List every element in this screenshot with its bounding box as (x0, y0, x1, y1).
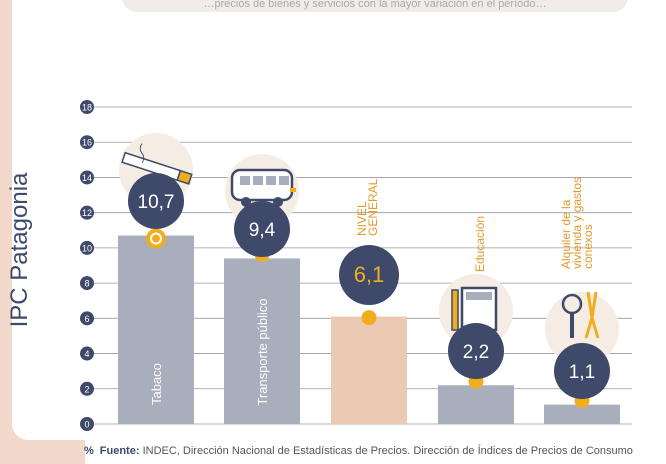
y-tick-marker (80, 276, 94, 291)
y-tick-marker (80, 381, 94, 396)
y-tick-label: 6 (84, 314, 89, 324)
cigarette-filter (176, 169, 193, 185)
y-tick-marker (80, 346, 94, 361)
top-note-text: …precios de bienes y servicios con la ma… (203, 0, 547, 10)
value-badge (554, 343, 610, 399)
bar (438, 385, 514, 424)
category-label: Alquiler de la (559, 199, 573, 269)
bar-dot (361, 310, 377, 326)
source-label: Fuente: (99, 445, 140, 457)
y-axis-ticks: 0 2 4 6 8 10 12 14 16 18 (80, 100, 94, 431)
y-tick-label: 16 (82, 138, 92, 148)
value-label: 6,1 (354, 262, 385, 287)
bar-dot-outer (146, 228, 166, 249)
y-tick-marker (80, 311, 94, 326)
y-tick-marker (80, 135, 94, 150)
bar (331, 316, 407, 424)
source-text: INDEC, Dirección Nacional de Estadística… (142, 445, 633, 457)
labels: Tabaco Transporte público 10,7 9,4 6,1 2,2 1,1… (128, 173, 610, 406)
y-tick-label: 10 (82, 243, 92, 253)
bar (224, 258, 300, 424)
category-label: GENERAL (366, 178, 380, 236)
value-badge (339, 245, 399, 305)
bus-window (253, 176, 263, 185)
source-note: % Fuente: INDEC, Dirección Nacional de Es… (84, 445, 633, 457)
bus-window (279, 176, 289, 185)
pencil (451, 289, 459, 331)
y-tick-label: 14 (82, 173, 92, 183)
category-label: NIVEL (355, 201, 369, 236)
notebook-label (466, 292, 492, 300)
category-label: Tabaco (149, 363, 164, 405)
pliers (584, 291, 600, 339)
bus-window (240, 176, 250, 185)
smoke-icon (139, 143, 145, 164)
y-tick-marker (80, 170, 94, 185)
y-tick-marker (80, 100, 94, 114)
percent-symbol: % (84, 445, 94, 457)
bars (118, 228, 620, 424)
value-badge (234, 201, 290, 257)
cigarette-icon (121, 151, 193, 185)
y-tick-label: 18 (82, 103, 92, 113)
y-tick-label: 0 (84, 420, 89, 430)
y-tick-marker (80, 240, 94, 255)
bar (118, 235, 194, 424)
category-label: conexos (581, 224, 595, 269)
value-badge (128, 173, 184, 229)
value-badge (448, 323, 504, 379)
bar-chart: 0 2 4 6 8 10 12 14 16 18 Tabaco Transporte público… (80, 100, 632, 431)
icon-halo (545, 292, 619, 366)
top-note: …precios de bienes y servicios con la ma… (122, 0, 628, 12)
value-label: 10,7 (138, 192, 175, 213)
y-tick-label: 4 (84, 349, 89, 359)
bus-light (290, 188, 296, 192)
y-tick-label: 8 (84, 279, 89, 289)
value-label: 1,1 (569, 362, 595, 383)
category-label: Educación (473, 216, 487, 272)
value-label: 2,2 (463, 342, 489, 363)
keys-pliers-icon (561, 291, 600, 339)
bar-dot-ring (150, 232, 162, 245)
y-tick-label: 12 (82, 208, 92, 218)
bar (544, 404, 620, 424)
bus-window (266, 176, 276, 185)
category-label: Transporte público (255, 298, 270, 405)
y-tick-marker (80, 417, 94, 431)
y-tick-marker (80, 205, 94, 220)
category-label: vivienda y gastos (570, 177, 584, 269)
value-label: 9,4 (249, 220, 276, 241)
y-tick-label: 2 (84, 384, 89, 394)
